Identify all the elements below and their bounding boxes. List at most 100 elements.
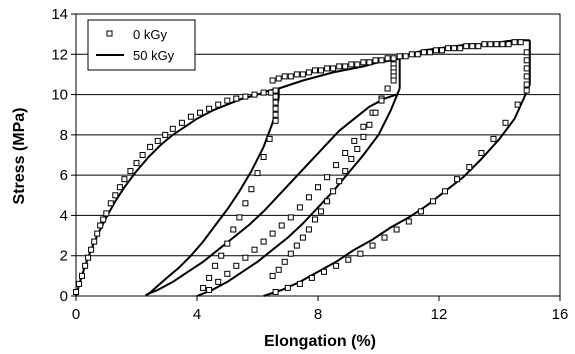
data-point (91, 238, 98, 245)
data-point (445, 45, 452, 52)
data-point (396, 53, 403, 60)
data-point (251, 246, 258, 253)
data-point (296, 280, 303, 287)
data-point (342, 63, 349, 70)
data-point (299, 234, 306, 241)
y-tick-label: 4 (60, 207, 68, 224)
legend-box (87, 19, 196, 71)
data-point (248, 186, 255, 193)
data-point (372, 109, 379, 116)
series-line-segment (75, 87, 279, 297)
x-tick-label: 12 (431, 306, 448, 323)
data-point (272, 99, 279, 106)
data-point (469, 43, 476, 50)
data-point (342, 150, 349, 156)
legend-label-0kgy: 0 kGy (133, 27, 167, 42)
data-point (372, 57, 379, 64)
y-tick-label: 14 (51, 6, 68, 23)
data-point (116, 184, 123, 191)
data-point (197, 109, 203, 116)
data-point (333, 262, 340, 269)
data-point (215, 101, 222, 108)
data-point (260, 154, 267, 160)
data-point (454, 176, 461, 183)
data-point (251, 91, 258, 98)
data-point (215, 278, 222, 285)
data-point (360, 59, 367, 66)
data-point (242, 200, 249, 207)
data-point (187, 113, 194, 120)
data-point (463, 43, 470, 50)
data-point (390, 55, 397, 62)
data-point (417, 208, 424, 215)
data-point (517, 39, 524, 46)
series-line-segment (145, 98, 280, 296)
data-point (127, 168, 134, 175)
data-point (272, 87, 279, 94)
data-point (439, 47, 445, 54)
data-point (493, 41, 500, 48)
data-point (384, 55, 391, 62)
data-point (366, 121, 373, 128)
y-axis: 0 2 4 6 8 10 12 14 (51, 6, 76, 305)
data-point (430, 198, 436, 205)
data-point (147, 143, 154, 150)
data-point (357, 250, 364, 257)
data-point (369, 242, 376, 249)
data-point (481, 41, 488, 48)
data-point (324, 198, 331, 205)
series-line-segment (196, 88, 401, 297)
data-point (281, 73, 288, 80)
y-tick-label: 0 (60, 288, 68, 305)
data-point (284, 284, 291, 291)
data-point (212, 262, 219, 269)
data-point (318, 67, 324, 74)
data-point (73, 289, 79, 295)
data-point (206, 287, 213, 293)
data-point (354, 61, 361, 68)
data-point (308, 274, 315, 281)
data-point (305, 226, 312, 233)
data-point (360, 123, 367, 130)
data-point (420, 49, 427, 56)
data-point (206, 105, 213, 112)
data-point (218, 252, 225, 259)
data-point (293, 242, 300, 249)
data-point (296, 204, 303, 211)
data-point (139, 152, 146, 158)
data-point (278, 222, 285, 229)
data-point (405, 218, 412, 225)
data-point (336, 63, 343, 70)
series-line-segment (145, 93, 397, 296)
data-point (178, 119, 185, 126)
data-point (414, 51, 421, 58)
data-point (275, 75, 282, 82)
y-tick-label: 6 (60, 167, 68, 184)
data-point (281, 258, 288, 265)
data-point (272, 117, 279, 124)
data-point (321, 268, 327, 275)
data-point (336, 178, 343, 185)
data-point (393, 226, 400, 233)
data-point (490, 135, 497, 142)
series-line-segment (263, 84, 531, 297)
data-point (76, 280, 82, 287)
data-point (354, 146, 361, 152)
data-point (342, 168, 349, 175)
data-point (287, 250, 294, 257)
data-point (333, 162, 340, 169)
data-point (272, 111, 279, 118)
data-point (330, 188, 337, 195)
data-point (154, 137, 161, 144)
data-point (269, 230, 276, 237)
data-point (381, 234, 388, 241)
data-point (324, 174, 331, 181)
grid-lines (76, 53, 560, 257)
data-point (330, 65, 337, 72)
data-point (348, 61, 355, 68)
data-point (103, 210, 110, 217)
data-point (505, 41, 512, 48)
data-point (100, 216, 107, 223)
data-point (242, 93, 249, 100)
data-point (94, 230, 101, 237)
